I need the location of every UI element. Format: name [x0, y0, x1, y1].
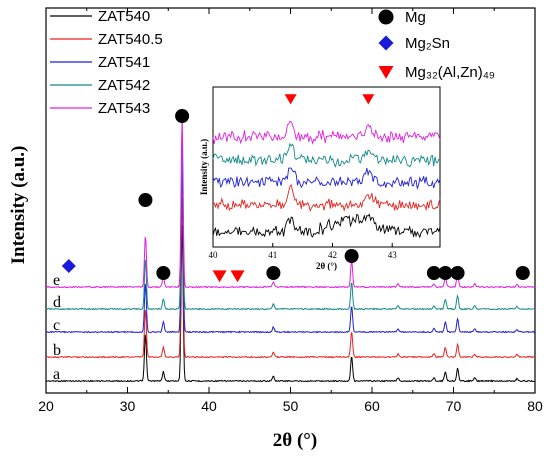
series-line-ZAT540.5 [45, 197, 536, 359]
inset-series-ZAT542 [212, 142, 441, 168]
phase-legend-label: Mg₂Sn [405, 35, 450, 52]
x-tick-label: 70 [446, 398, 462, 414]
x-tick-label: 40 [201, 398, 217, 414]
inset-x-tick-label: 40 [209, 250, 219, 260]
peak-marker-circle [426, 266, 441, 280]
curve-label-e: e [53, 272, 60, 289]
phase-legend-label: Mg₃₂(Al,Zn)₄₉ [405, 64, 495, 81]
series-line-ZAT542 [45, 142, 536, 311]
curve-label-c: c [53, 317, 60, 334]
inset-peak-marker [362, 94, 375, 105]
series-line-ZAT540 [45, 225, 536, 383]
x-tick-label: 30 [120, 398, 136, 414]
peak-marker-circle [156, 266, 171, 280]
legend-label-ZAT542: ZAT542 [98, 77, 150, 94]
legend-label-ZAT541: ZAT541 [98, 54, 150, 71]
peak-marker-circle [344, 249, 359, 263]
inset-series-ZAT540 [212, 213, 441, 239]
inset-x-tick-label: 41 [268, 250, 277, 260]
y-axis-title: Intensity (a.u.) [8, 146, 29, 265]
inset-frame [212, 86, 441, 248]
phase-legend-marker-circle [378, 9, 394, 25]
curve-label-d: d [53, 294, 61, 311]
legend-label-ZAT540.5: ZAT540.5 [98, 31, 163, 48]
inset-series-ZAT540.5 [212, 183, 441, 212]
peak-marker-circle [438, 266, 453, 280]
inset-x-tick-label: 42 [328, 250, 337, 260]
x-tick-label: 80 [527, 398, 543, 414]
inset-peak-marker [284, 94, 297, 105]
phase-legend-label: Mg [405, 9, 426, 26]
phase-legend-marker-triangle-down [378, 66, 394, 79]
curve-label-b: b [53, 342, 61, 359]
peak-marker-circle [266, 266, 281, 280]
peak-marker-triangle-down [230, 270, 245, 283]
peak-marker-circle [450, 266, 465, 280]
inset-series-ZAT541 [212, 167, 441, 191]
peak-marker-circle [515, 266, 530, 280]
series-line-ZAT543 [45, 116, 536, 289]
legend-label-ZAT540: ZAT540 [98, 8, 150, 25]
legend-label-ZAT543: ZAT543 [98, 100, 150, 117]
x-axis-title: 2θ (°) [273, 430, 317, 451]
peak-marker-circle [175, 109, 190, 123]
inset-plot: 40 41 42 43 2θ (°) Intensity (a.u.) [199, 86, 441, 271]
x-tick-label: 50 [283, 398, 299, 414]
peak-marker-triangle-down [212, 270, 227, 283]
phase-legend-marker-diamond [378, 35, 394, 51]
series-line-ZAT541 [45, 168, 536, 334]
inset-y-axis-title: Intensity (a.u.) [199, 139, 209, 195]
peak-marker-diamond [61, 259, 76, 273]
inset-x-tick-label: 43 [388, 250, 398, 260]
inset-series-ZAT543 [212, 120, 441, 145]
x-tick-label: 60 [364, 398, 380, 414]
curve-label-a: a [53, 366, 60, 383]
peak-marker-circle [138, 193, 153, 207]
inset-x-axis-title: 2θ (°) [316, 261, 337, 271]
x-tick-label: 20 [38, 398, 54, 414]
